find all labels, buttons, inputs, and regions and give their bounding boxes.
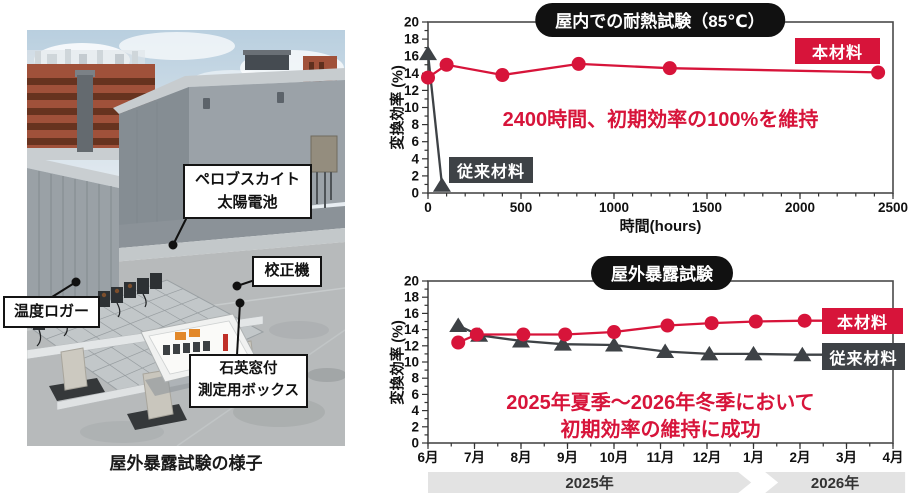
svg-text:8: 8 [411,371,419,386]
callout-text-line1: 石英窓付 [219,361,278,378]
data-point-triangle [744,345,763,361]
svg-text:18: 18 [404,290,420,305]
svg-text:10: 10 [404,100,419,115]
callout-text: 校正機 [264,262,310,280]
indoor-heat-test-chart: 0 500 1000 1500 2000 2500 0 2 4 6 8 10 12 14 16 18 20 [404,15,908,216]
svg-text:0: 0 [411,436,419,451]
svg-text:2026年: 2026年 [811,474,859,492]
chart2-annotation-line2: 初期効率の維持に成功 [560,419,761,441]
data-point-triangle [432,177,451,192]
data-point-triangle [605,336,623,352]
svg-text:10: 10 [404,355,419,370]
svg-text:8月: 8月 [510,450,531,465]
callout-quartz-window-box: 石英窓付 測定用ボックス [189,354,308,408]
svg-text:500: 500 [510,200,533,215]
svg-text:14: 14 [404,322,420,337]
chart2-title-badge: 屋外暴露試験 [591,256,733,290]
svg-text:16: 16 [404,306,420,321]
data-point-circle [469,327,484,342]
chart1-legend-conventional-material: 従来材料 [449,157,533,183]
photo-caption: 屋外暴露試験の様子 [109,454,263,473]
data-point-circle [660,318,675,333]
svg-text:8: 8 [411,117,419,132]
svg-text:1月: 1月 [743,450,764,465]
svg-text:12: 12 [404,83,419,98]
svg-text:1000: 1000 [599,200,629,215]
data-point-circle [421,70,435,85]
callout-text-line2: 測定用ボックス [197,383,300,399]
data-point-triangle [449,317,468,333]
svg-text:4月: 4月 [882,450,903,465]
callout-text: 温度ロガー [13,302,89,320]
svg-text:6: 6 [411,387,419,402]
svg-text:2: 2 [411,168,419,183]
data-point-circle [662,61,677,76]
chart2-legend-conventional-material: 従来材料 [822,343,905,370]
data-point-circle [439,57,454,72]
svg-text:4: 4 [411,403,419,418]
svg-text:1500: 1500 [692,200,722,215]
chart1-annotation: 2400時間、初期効率の100%を維持 [502,109,819,131]
data-point-circle [748,314,763,329]
year-bands: 2025年 2026年 [428,472,906,493]
callout-calibrator: 校正機 [252,256,322,287]
svg-text:2月: 2月 [789,450,810,465]
chart2-legend-main-material: 本材料 [822,308,903,334]
callout-perovskite-solar-cell: ペロブスカイト 太陽電池 [183,164,312,219]
svg-text:12月: 12月 [693,450,722,465]
svg-text:2500: 2500 [878,200,908,215]
svg-text:4: 4 [411,151,419,166]
svg-text:6: 6 [411,134,419,149]
data-point-triangle [553,336,572,351]
data-point-circle [607,325,621,340]
data-point-circle [571,56,586,71]
penthouse-wall [27,156,119,322]
data-point-triangle [419,45,437,61]
svg-text:12: 12 [404,338,419,353]
chart1-legend-main-material: 本材料 [795,38,880,64]
svg-text:9月: 9月 [557,450,578,465]
data-point-triangle [793,346,812,362]
svg-text:10月: 10月 [600,450,629,465]
data-point-triangle [700,345,719,361]
data-point-circle [704,316,719,331]
svg-text:20: 20 [404,274,419,289]
svg-text:20: 20 [404,15,419,30]
series-本材料 [421,56,886,85]
svg-text:7月: 7月 [464,450,485,465]
svg-text:16: 16 [404,49,420,64]
callout-temperature-logger: 温度ロガー [3,296,100,328]
svg-text:18: 18 [404,32,420,47]
svg-text:14: 14 [404,66,420,81]
chart1-title-badge: 屋内での耐熱試験（85℃） [535,3,785,37]
chart1-y-axis-label: 変換効率 (%) [390,65,407,150]
data-point-triangle [656,343,675,358]
data-point-circle [871,65,886,80]
svg-text:6月: 6月 [417,450,438,465]
chart2-y-axis-label: 変換効率 (%) [390,320,407,405]
data-point-circle [797,313,812,328]
svg-text:0: 0 [424,200,432,215]
data-point-circle [558,327,573,342]
tick-labels: 0 500 1000 1500 2000 2500 0 2 4 6 8 10 12 14 16 18 20 [404,15,908,216]
svg-text:11月: 11月 [647,450,675,465]
chart2-annotation-line1: 2025年夏季～2026年冬季において [506,392,815,414]
callout-text-line2: 太陽電池 [217,193,278,211]
callout-text-line1: ペロブスカイト [194,171,300,188]
series-本材料 [451,313,822,350]
svg-text:3月: 3月 [836,450,857,465]
data-point-circle [516,327,531,342]
axis-ticks [422,280,894,449]
svg-text:2: 2 [411,419,419,434]
data-point-circle [495,68,510,83]
chart1-x-axis-label: 時間(hours) [619,218,702,235]
svg-text:2025年: 2025年 [565,474,613,492]
svg-text:2000: 2000 [785,200,815,215]
data-point-circle [451,335,466,350]
svg-text:0: 0 [411,186,419,201]
series-従来材料 [449,317,822,362]
